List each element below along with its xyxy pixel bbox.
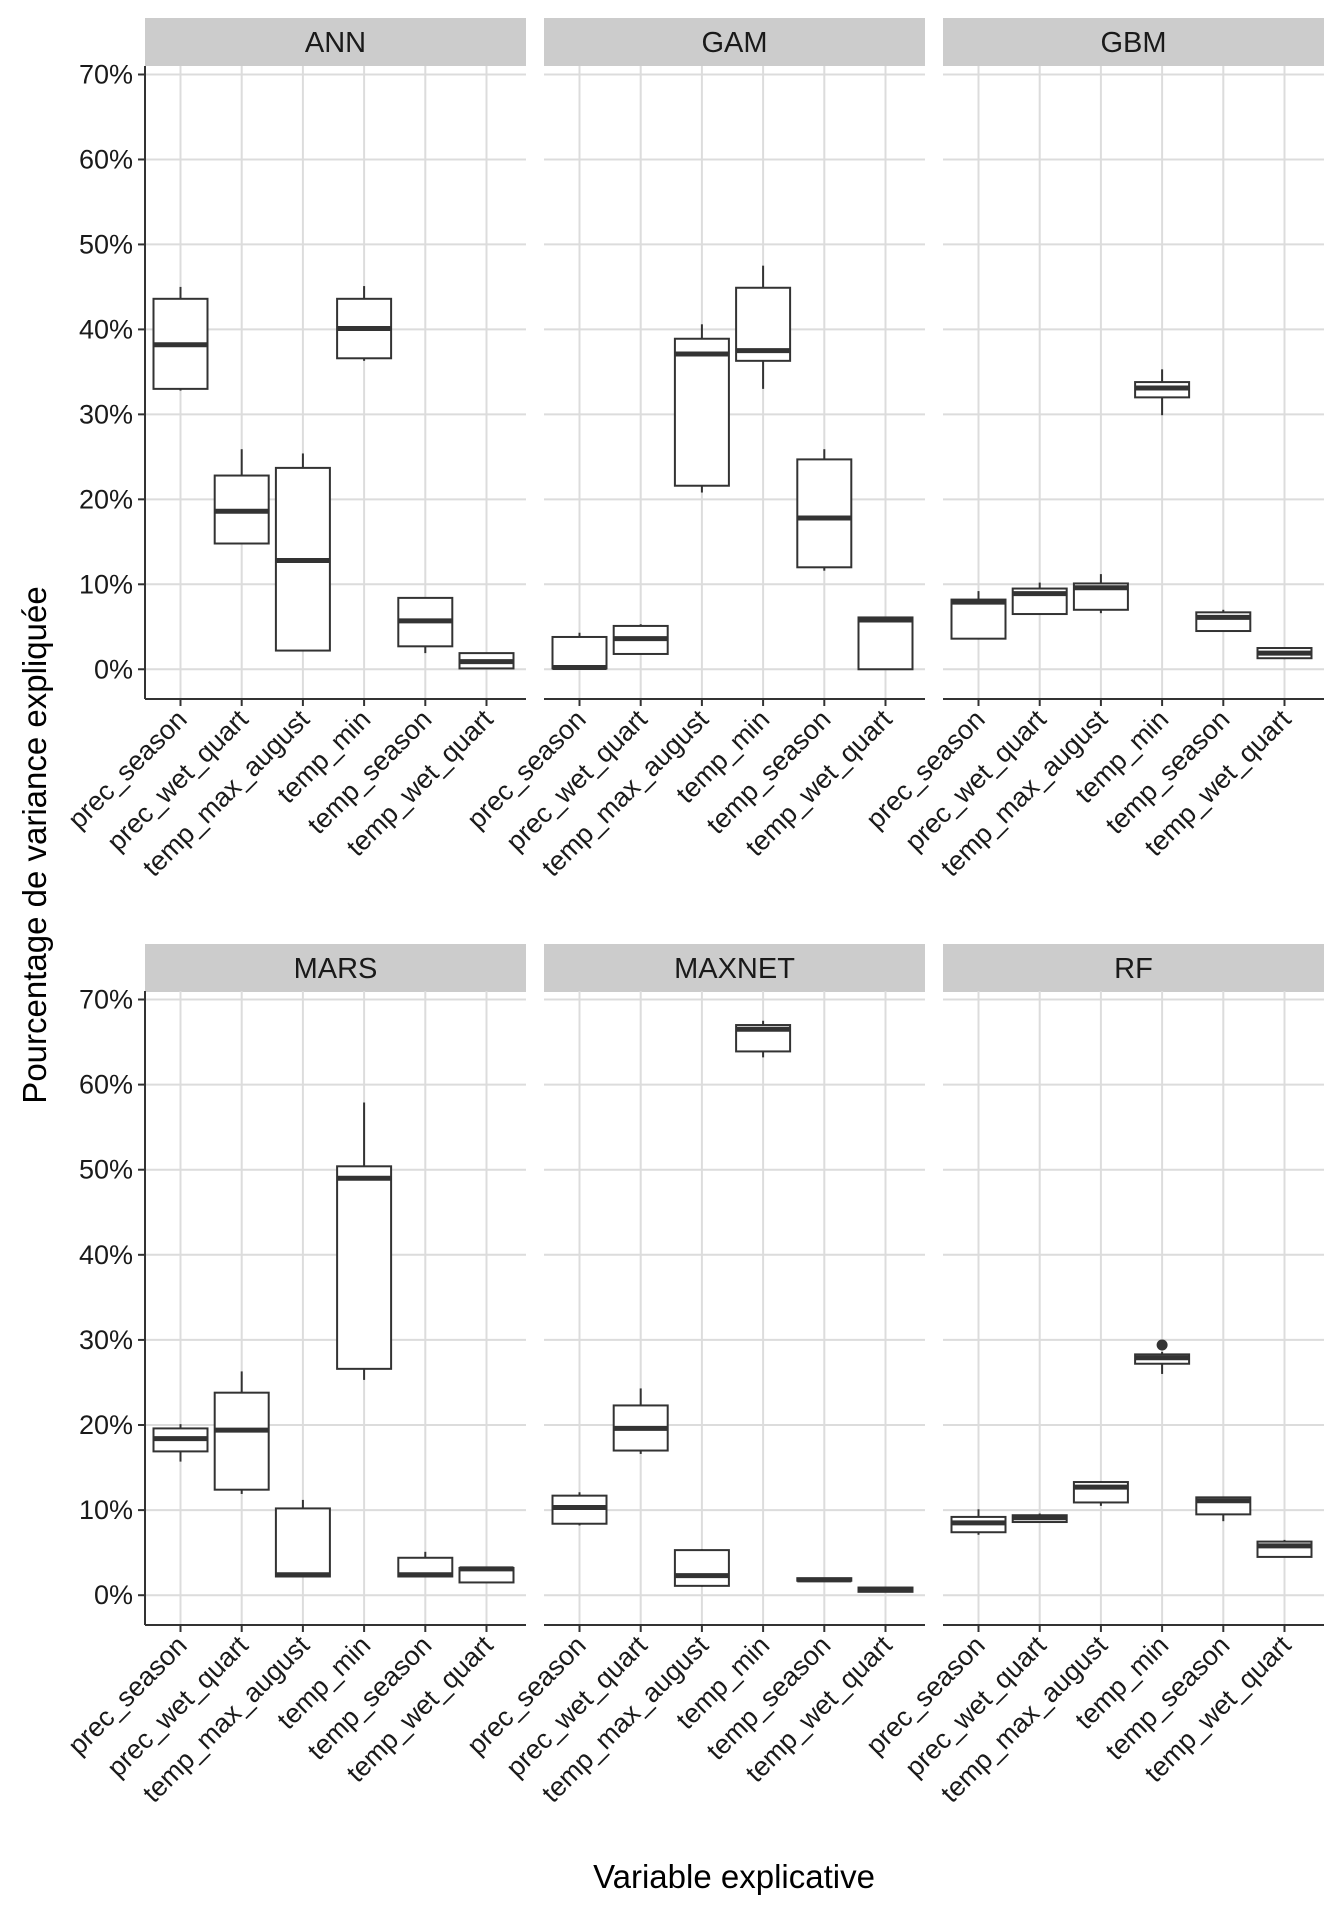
facet-title: GBM — [1100, 27, 1166, 59]
y-axis-title: Pourcentage de variance expliquée — [16, 586, 53, 1103]
box-prec_wet_quart — [213, 449, 270, 545]
facet-title: MAXNET — [674, 953, 795, 985]
box-temp_wet_quart — [458, 1566, 515, 1584]
box-prec_wet_quart — [1011, 1513, 1068, 1524]
box-iqr — [950, 598, 1007, 640]
box-prec_wet_quart — [612, 1388, 669, 1454]
box-temp_min — [735, 1020, 792, 1058]
y-tick-label: 60% — [79, 144, 133, 174]
box-temp_season — [397, 596, 454, 654]
box-temp_season — [397, 1551, 454, 1578]
box-iqr — [213, 1391, 270, 1491]
y-tick-label: 30% — [79, 1325, 133, 1355]
x-axis-title: Variable explicative — [593, 1858, 875, 1895]
y-tick-label: 70% — [79, 59, 133, 89]
box-temp_min — [1134, 369, 1191, 416]
outlier-point — [1156, 1339, 1168, 1351]
facet-strip — [943, 944, 1324, 992]
y-tick-label: 10% — [79, 569, 133, 599]
box-temp_max_august — [673, 324, 730, 493]
facet-gam: GAMprec_seasonprec_wet_quarttemp_max_aug… — [461, 18, 925, 882]
y-tick-label: 50% — [79, 1155, 133, 1185]
y-tick-label: 0% — [94, 1580, 133, 1610]
facet-rf: RFprec_seasonprec_wet_quarttemp_max_augu… — [860, 944, 1324, 1808]
box-prec_season — [950, 591, 1007, 640]
facet-title: MARS — [294, 953, 378, 985]
box-temp_max_august — [1072, 574, 1129, 614]
facet-strip — [145, 18, 526, 66]
y-tick-label: 60% — [79, 1070, 133, 1100]
facet-strip — [145, 944, 526, 992]
box-temp_max_august — [274, 453, 331, 652]
box-temp_max_august — [274, 1499, 331, 1578]
box-prec_season — [551, 1492, 608, 1526]
box-temp_wet_quart — [1256, 647, 1313, 660]
box-temp_wet_quart — [458, 652, 515, 670]
box-temp_season — [1195, 1496, 1252, 1522]
box-temp_wet_quart — [857, 616, 914, 671]
box-temp_max_august — [673, 1549, 730, 1587]
box-prec_season — [152, 1424, 209, 1462]
box-prec_season — [152, 286, 209, 391]
box-iqr — [274, 1507, 331, 1578]
y-tick-label: 10% — [79, 1495, 133, 1525]
box-iqr — [857, 616, 914, 671]
y-tick-label: 40% — [79, 1240, 133, 1270]
box-temp_wet_quart — [857, 1586, 914, 1593]
box-temp_wet_quart — [1256, 1539, 1313, 1558]
box-prec_season — [950, 1509, 1007, 1535]
y-tick-label: 20% — [79, 1410, 133, 1440]
facet-ann: ANN0%10%20%30%40%50%60%70%prec_seasonpre… — [62, 18, 526, 882]
box-prec_wet_quart — [213, 1371, 270, 1494]
facet-gbm: GBMprec_seasonprec_wet_quarttemp_max_aug… — [860, 18, 1324, 882]
box-iqr — [796, 458, 853, 569]
box-temp_season — [796, 1577, 853, 1583]
box-iqr — [336, 1165, 393, 1370]
y-tick-label: 20% — [79, 484, 133, 514]
box-temp_min — [735, 265, 792, 389]
facet-strip — [544, 18, 925, 66]
box-temp_season — [1195, 609, 1252, 633]
facet-title: GAM — [701, 27, 767, 59]
box-temp_max_august — [1072, 1481, 1129, 1506]
y-tick-label: 30% — [79, 399, 133, 429]
box-temp_min — [1134, 1339, 1191, 1374]
facet-panels: ANN0%10%20%30%40%50%60%70%prec_seasonpre… — [62, 18, 1324, 1808]
box-iqr — [673, 1549, 730, 1587]
facet-strip — [544, 944, 925, 992]
facet-title: RF — [1114, 953, 1153, 985]
box-temp_min — [336, 286, 393, 361]
box-temp_min — [336, 1102, 393, 1380]
y-tick-label: 0% — [94, 654, 133, 684]
box-temp_season — [796, 449, 853, 571]
box-prec_season — [551, 632, 608, 671]
box-prec_wet_quart — [612, 624, 669, 655]
box-iqr — [551, 635, 608, 670]
facet-strip — [943, 18, 1324, 66]
y-tick-label: 50% — [79, 229, 133, 259]
y-tick-label: 40% — [79, 314, 133, 344]
y-tick-label: 70% — [79, 985, 133, 1015]
facet-title: ANN — [305, 27, 366, 59]
box-prec_wet_quart — [1011, 582, 1068, 616]
facet-maxnet: MAXNETprec_seasonprec_wet_quarttemp_max_… — [461, 944, 925, 1808]
box-iqr — [673, 337, 730, 487]
facet-mars: MARS0%10%20%30%40%50%60%70%prec_seasonpr… — [62, 944, 526, 1808]
